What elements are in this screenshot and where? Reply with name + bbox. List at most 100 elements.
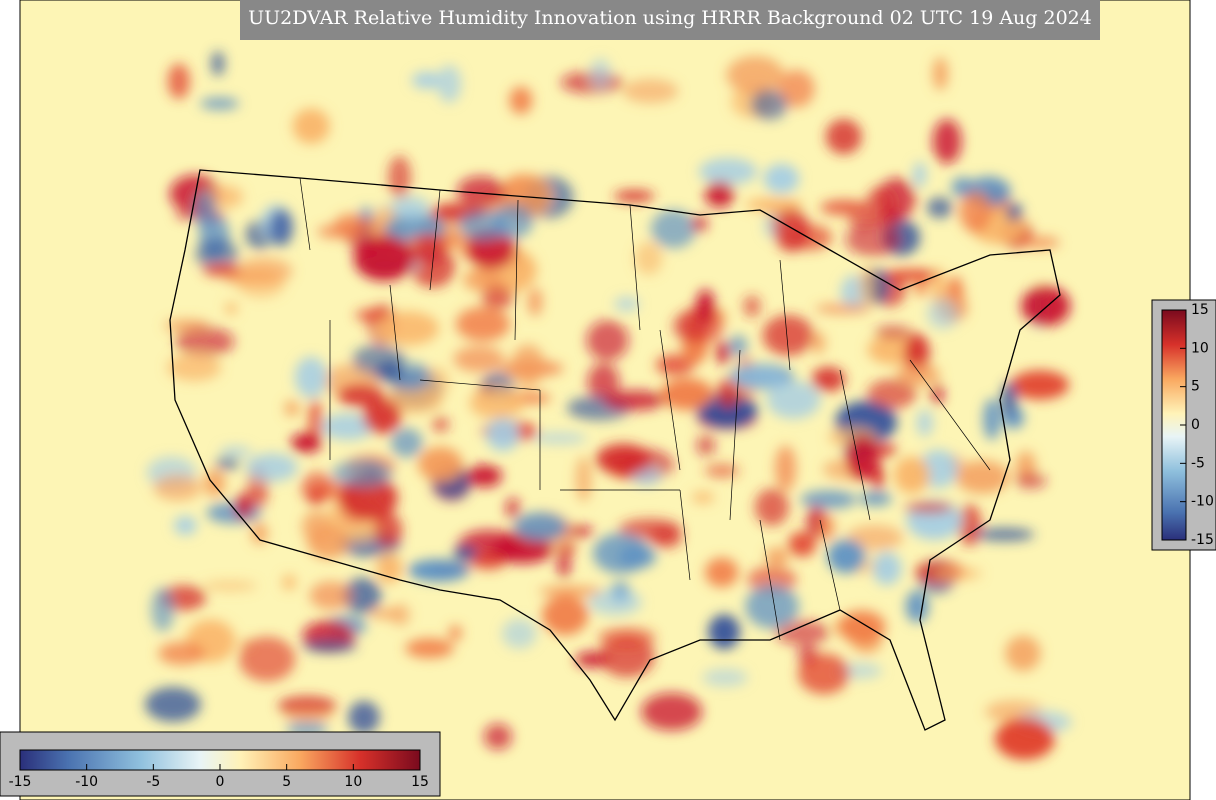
humidity-blob — [202, 263, 241, 277]
humidity-blob — [374, 512, 403, 548]
humidity-blob — [1021, 285, 1071, 327]
humidity-blob — [763, 163, 800, 194]
humidity-blob — [527, 287, 543, 317]
humidity-blob — [246, 453, 298, 482]
humidity-blob — [1015, 472, 1047, 489]
humidity-blob — [167, 353, 222, 382]
title: UU2DVAR Relative Humidity Innovation usi… — [248, 7, 1092, 29]
humidity-blob — [788, 531, 817, 557]
humidity-blob — [634, 241, 663, 275]
humidity-blob — [343, 577, 382, 614]
humidity-blob — [745, 198, 803, 212]
humidity-blob — [904, 333, 930, 374]
humidity-blob — [879, 207, 903, 228]
humidity-blob — [195, 238, 239, 270]
humidity-blob — [838, 610, 886, 644]
humidity-blob — [412, 234, 447, 264]
humidity-blob — [825, 119, 862, 155]
humidity-blob — [215, 456, 240, 470]
humidity-blob — [377, 311, 440, 346]
humidity-blob — [481, 285, 514, 310]
humidity-blob — [762, 314, 814, 356]
humidity-blob — [167, 63, 190, 100]
humidity-blob — [302, 639, 358, 653]
tick-label: -15 — [1191, 532, 1214, 548]
humidity-blob — [702, 668, 748, 687]
humidity-blob — [486, 417, 520, 452]
humidity-blob — [294, 356, 328, 398]
humidity-blob — [742, 295, 762, 318]
humidity-blob — [698, 158, 758, 185]
humidity-blob — [284, 400, 300, 417]
humidity-blob — [150, 587, 175, 632]
humidity-blob — [458, 210, 509, 241]
humidity-blob — [586, 320, 629, 361]
humidity-blob — [453, 546, 477, 561]
tick-label: -5 — [146, 774, 160, 790]
humidity-blob — [542, 595, 589, 636]
humidity-blob — [405, 638, 454, 659]
humidity-blob — [846, 524, 904, 551]
humidity-blob — [883, 269, 943, 281]
humidity-blob — [931, 383, 944, 405]
humidity-blob — [926, 197, 953, 219]
humidity-blob — [1005, 635, 1041, 672]
humidity-blob — [691, 491, 715, 504]
humidity-blob — [765, 547, 789, 567]
humidity-blob — [818, 514, 835, 541]
humidity-blob — [696, 289, 715, 325]
humidity-blob — [204, 469, 226, 497]
tick-label: -10 — [1191, 494, 1214, 510]
humidity-blob — [774, 445, 797, 492]
tick-label: 0 — [1191, 417, 1200, 433]
tick-label: 15 — [1191, 302, 1209, 318]
humidity-blob — [708, 614, 741, 650]
humidity-blob — [292, 108, 330, 144]
humidity-blob — [353, 235, 415, 281]
humidity-blob — [775, 620, 831, 646]
humidity-blob — [225, 302, 238, 315]
humidity-blob — [376, 553, 403, 584]
humidity-blob — [300, 471, 334, 504]
humidity-blob — [431, 416, 450, 433]
humidity-blob — [797, 653, 850, 695]
humidity-blob — [236, 267, 286, 298]
humidity-blob — [234, 493, 253, 519]
humidity-blob — [587, 363, 620, 402]
humidity-blob — [926, 298, 959, 330]
humidity-blob — [411, 71, 442, 89]
humidity-blob — [462, 267, 504, 292]
humidity-blob — [206, 502, 262, 524]
tick-label: 5 — [1191, 379, 1200, 395]
humidity-blob — [538, 585, 603, 597]
humidity-blob — [557, 552, 571, 579]
humidity-blob — [530, 432, 587, 445]
humidity-blob — [716, 340, 730, 365]
humidity-blob — [650, 209, 697, 249]
humidity-blob — [449, 625, 462, 641]
humidity-blob — [974, 527, 1035, 542]
tick-label: 10 — [344, 774, 362, 790]
humidity-blob — [874, 326, 912, 339]
humidity-blob — [457, 176, 506, 207]
humidity-blob — [766, 380, 821, 419]
humidity-blob — [418, 446, 463, 482]
humidity-blob — [696, 435, 716, 456]
humidity-blob — [704, 463, 740, 478]
humidity-blob — [437, 65, 462, 103]
humidity-blob — [613, 190, 655, 202]
humidity-blob — [158, 641, 206, 665]
humidity-blob — [773, 208, 810, 253]
humidity-blob — [872, 551, 902, 585]
humidity-blob — [814, 303, 872, 315]
humidity-blob — [622, 78, 679, 104]
humidity-blob — [407, 559, 469, 582]
humidity-blob — [598, 627, 656, 649]
humidity-blob — [467, 464, 502, 488]
humidity-blob — [958, 504, 982, 547]
humidity-blob — [614, 296, 640, 312]
humidity-blob — [202, 580, 258, 591]
humidity-blob — [691, 215, 708, 232]
humidity-blob — [726, 55, 785, 95]
